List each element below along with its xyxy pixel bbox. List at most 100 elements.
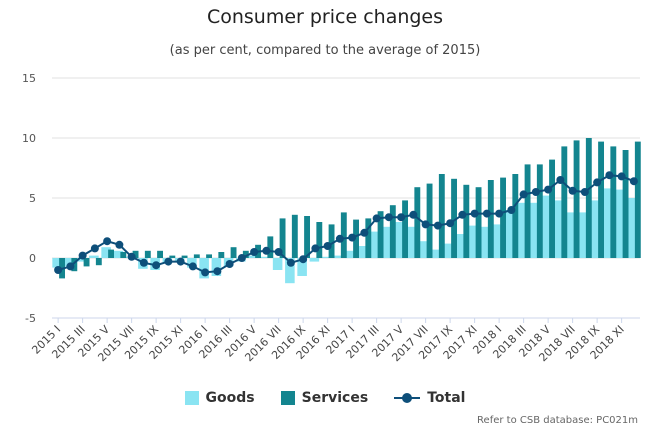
total-point — [580, 188, 589, 196]
goods-bar — [628, 198, 638, 258]
total-point — [213, 267, 222, 276]
services-bar — [304, 216, 311, 258]
goods-bar — [211, 258, 222, 276]
services-bar — [451, 178, 458, 258]
goods-bar — [101, 247, 111, 258]
services-bar — [206, 254, 213, 258]
services-bar — [585, 138, 592, 258]
total-point — [409, 210, 418, 219]
services-bar — [169, 255, 176, 258]
y-tick-label: -5 — [25, 312, 36, 325]
total-point — [103, 237, 112, 246]
goods-bar — [505, 210, 516, 258]
total-point — [237, 254, 246, 262]
total-point — [225, 260, 234, 268]
total-point — [482, 209, 491, 218]
goods-bar — [309, 258, 320, 262]
total-point — [519, 190, 528, 199]
goods-bar — [297, 258, 307, 276]
total-point — [348, 233, 357, 242]
services-bar — [132, 250, 139, 258]
goods-bar — [346, 250, 356, 258]
services-bar — [426, 183, 433, 258]
total-point — [433, 221, 442, 230]
services-bar — [316, 222, 323, 258]
services-bar — [536, 164, 543, 258]
goods-bar — [248, 255, 258, 258]
services-bar — [438, 174, 445, 258]
services-bar — [463, 184, 470, 258]
goods-bar — [272, 258, 283, 270]
total-point — [164, 257, 173, 266]
services-bar — [622, 150, 629, 258]
legend-item-services[interactable]: Services — [280, 390, 369, 406]
total-point — [421, 220, 430, 229]
total-point — [397, 213, 406, 222]
total-point — [495, 209, 504, 218]
services-bar — [524, 164, 531, 258]
goods-bar — [395, 222, 405, 258]
services-bar — [389, 205, 396, 258]
goods-bar — [334, 255, 344, 258]
total-point — [617, 172, 626, 181]
goods-bar — [456, 234, 467, 258]
goods-bar — [260, 256, 271, 258]
total-point — [139, 258, 148, 267]
services-bar — [279, 218, 286, 258]
source-credit[interactable]: Refer to CSB database: PC021m — [477, 415, 638, 426]
services-bar — [267, 236, 274, 258]
legend-item-goods[interactable]: Goods — [184, 390, 255, 406]
services-bar — [610, 146, 617, 258]
services-bar — [95, 258, 102, 266]
total-point — [446, 219, 455, 228]
goods-bar — [419, 241, 430, 258]
legend-item-total[interactable]: Total — [394, 390, 465, 406]
total-point — [384, 213, 393, 222]
goods-bar — [285, 258, 295, 284]
total-point — [335, 234, 344, 243]
services-bar — [230, 247, 237, 258]
total-point — [605, 171, 614, 180]
total-point — [458, 210, 467, 219]
chart-title: Consumer price changes — [206, 6, 444, 28]
goods-bar — [591, 200, 601, 258]
goods-bar — [530, 202, 540, 258]
goods-bar — [615, 189, 626, 258]
goods-bar — [603, 188, 614, 258]
goods-bar — [554, 200, 565, 258]
goods-bar — [579, 212, 589, 258]
goods-bar — [542, 195, 552, 258]
services-bar — [193, 254, 200, 258]
legend-label-services: Services — [301, 390, 369, 406]
goods-bar — [358, 246, 369, 258]
total-point — [127, 252, 136, 261]
services-bar — [549, 159, 556, 258]
y-tick-label: 15 — [22, 72, 36, 85]
total-point — [250, 248, 259, 256]
goods-bar — [407, 226, 418, 258]
services-bar — [120, 252, 127, 258]
services-bar — [475, 187, 482, 258]
services-bar — [573, 140, 580, 258]
total-point — [544, 185, 553, 194]
goods-bar — [89, 255, 99, 258]
goods-bar — [76, 258, 87, 262]
goods-bar — [199, 258, 209, 279]
legend-label-total: Total — [427, 390, 466, 406]
total-point — [262, 246, 271, 255]
services-bar — [242, 250, 249, 258]
goods-bar — [432, 249, 442, 258]
legend: Goods Services Total — [0, 390, 650, 406]
y-tick-label: 10 — [22, 132, 36, 145]
goods-bar — [481, 226, 491, 258]
services-bar — [83, 258, 90, 267]
total-point — [90, 244, 99, 253]
services-bar — [144, 250, 151, 258]
total-point — [299, 255, 308, 264]
services-bar — [500, 177, 507, 258]
services-bar — [561, 146, 568, 258]
total-point — [593, 178, 602, 187]
goods-bar — [321, 256, 332, 258]
goods-bar — [113, 250, 124, 258]
